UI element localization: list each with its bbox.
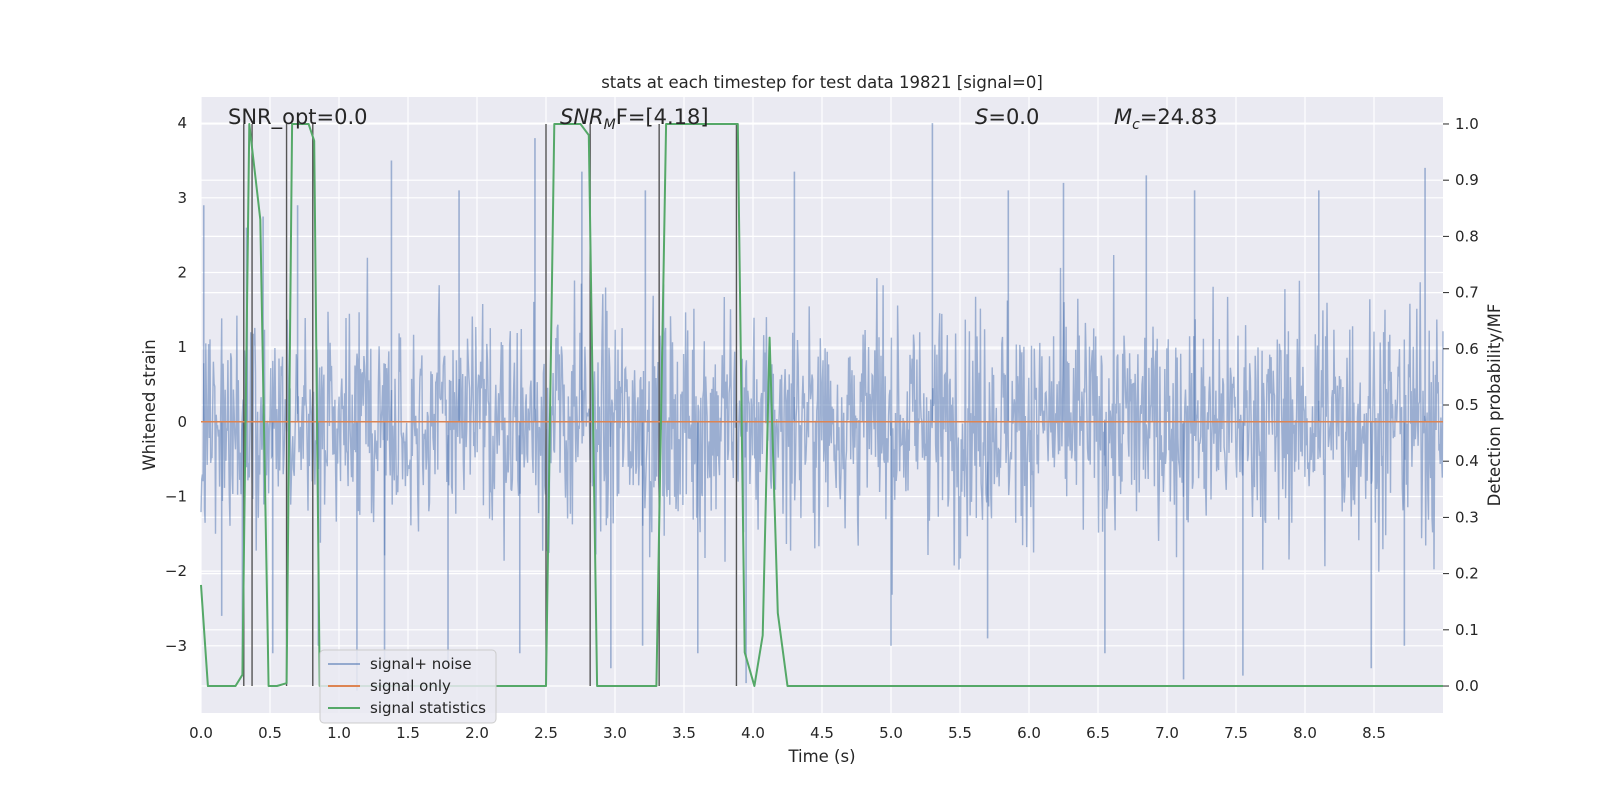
signal-statistics-group [200,123,1443,687]
y-tick-label: −1 [165,487,187,505]
right-y-axis-label: Detection probability/MF [1485,304,1504,507]
y-tick-label: 1 [177,338,187,356]
y-tick-label: 0 [177,413,187,431]
right-y-tick-label: 0.3 [1455,508,1479,526]
annotation: Mc=24.83 [1114,105,1218,133]
x-tick-label: 7.5 [1224,724,1248,742]
x-tick-label: 5.5 [948,724,972,742]
right-y-tick-label: 0.6 [1455,340,1479,358]
legend: signal+ noise signal only signal statist… [319,649,497,724]
y-tick-label: 2 [177,263,187,281]
annotations: SNR_opt=0.0 SNRMF=[4.18] S=0.0 Mc=24.83 [228,105,1218,133]
x-tick-label: 1.0 [327,724,351,742]
x-tick-label: 4.5 [810,724,834,742]
noise-series-group [200,123,1444,691]
x-tick-label: 3.0 [603,724,627,742]
legend-label-noise: signal+ noise [370,655,472,673]
right-y-tick-label: 0.2 [1455,565,1479,583]
x-tick-label: 7.0 [1155,724,1179,742]
x-tick-label: 0.0 [189,724,213,742]
y-tick-label: −2 [165,562,187,580]
annotation: SNR_opt=0.0 [228,105,368,130]
y-tick-label: 4 [177,114,187,132]
y-tick-label: 3 [177,189,187,207]
signal-statistics-line [200,123,1443,687]
x-tick-label: 1.5 [396,724,420,742]
x-axis-label: Time (s) [787,747,855,766]
x-tick-label: 3.5 [672,724,696,742]
x-tick-label: 5.0 [879,724,903,742]
x-tick-label: 0.5 [258,724,282,742]
legend-label-signal: signal only [370,677,451,695]
right-y-tick-label: 0.1 [1455,621,1479,639]
right-y-tick-label: 0.9 [1455,171,1479,189]
x-tick-label: 8.5 [1362,724,1386,742]
x-tick-label: 2.0 [465,724,489,742]
chart-title: stats at each timestep for test data 198… [601,73,1043,92]
x-tick-label: 4.0 [741,724,765,742]
right-y-tick-label: 1.0 [1455,115,1479,133]
y-tick-labels: −3 −2 −1 0 1 2 3 4 [165,114,187,655]
right-y-tick-label: 0.7 [1455,284,1479,302]
x-tick-label: 6.0 [1017,724,1041,742]
x-tick-label: 8.0 [1293,724,1317,742]
x-tick-label: 6.5 [1086,724,1110,742]
y-axis-label: Whitened strain [140,339,159,470]
right-y-tick-label: 0.5 [1455,396,1479,414]
annotation: S=0.0 [975,105,1039,129]
annotation: SNRMF=[4.18] [560,105,709,133]
right-y-tick-labels: 0.0 0.1 0.2 0.3 0.4 0.5 0.6 0.7 0.8 0.9 1.0 [1443,115,1479,695]
right-y-tick-label: 0.8 [1455,227,1479,245]
x-tick-label: 2.5 [534,724,558,742]
y-tick-label: −3 [165,637,187,655]
x-tick-labels: 0.0 0.5 1.0 1.5 2.0 2.5 3.0 3.5 4.0 4.5 5.0 5.5 6.0 6… [189,724,1386,742]
legend-box [319,649,497,724]
right-y-tick-label: 0.4 [1455,452,1479,470]
legend-label-stats: signal statistics [370,699,486,717]
noise-trace [200,254,1444,595]
right-y-tick-label: 0.0 [1455,677,1479,695]
